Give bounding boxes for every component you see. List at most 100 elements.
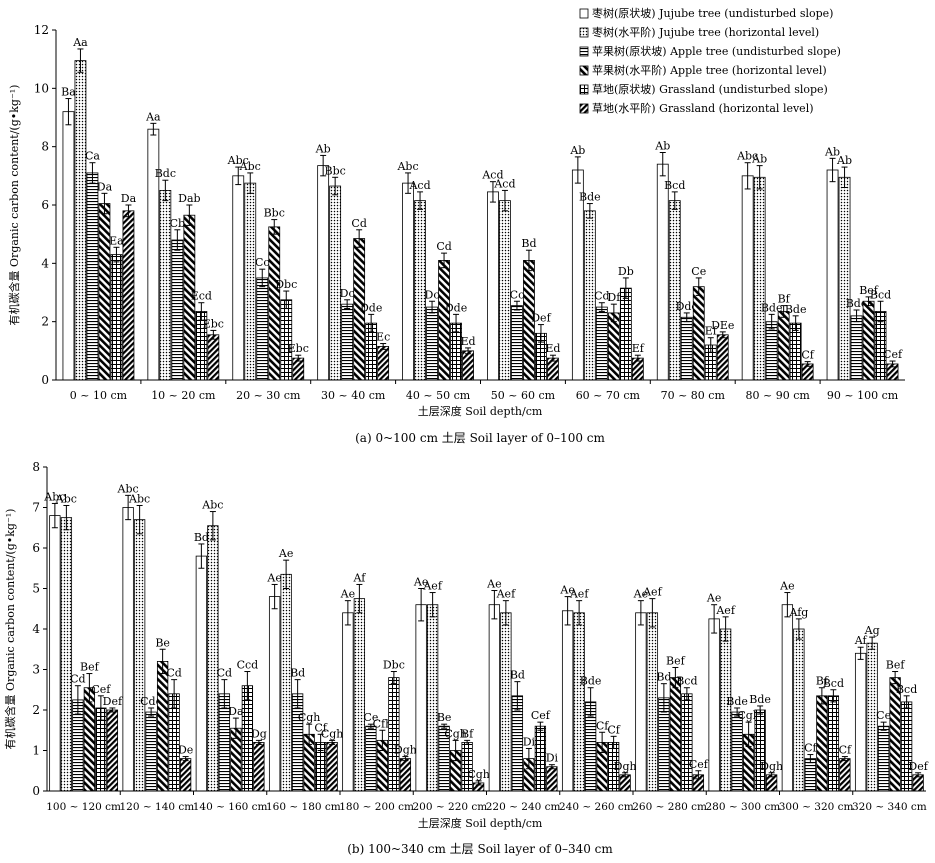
b-errorbar-s0-c4: [344, 600, 351, 626]
a-bar-s5-c3: [377, 346, 390, 381]
b-errorbar-s4-c3: [317, 733, 324, 751]
b-bar-s4-c9: [754, 709, 766, 792]
b-data-label: Cf: [596, 719, 609, 732]
a-data-label: DEe: [711, 319, 734, 332]
b-data-label: Def: [103, 695, 123, 708]
b-errorbar-s2-c4: [367, 723, 374, 729]
a-errorbar-s3-c9: [865, 296, 872, 307]
a-ytick-label: 2: [41, 315, 49, 329]
a-errorbar-s2-c8: [768, 313, 775, 330]
a-data-label: Da: [121, 192, 137, 205]
b-bar-s5-c2: [253, 742, 265, 792]
b-errorbar-s1-c4: [356, 583, 363, 614]
a-errorbar-s1-c4: [417, 191, 424, 210]
b-data-label: Afg: [788, 606, 808, 619]
b-errorbar-s2-c9: [734, 707, 741, 717]
a-errorbar-s1-c1: [162, 179, 169, 202]
b-data-label: Af: [854, 634, 868, 647]
b-errorbar-s1-c7: [576, 600, 583, 626]
a-data-label: Ea: [109, 234, 124, 247]
b-errorbar-s0-c3: [271, 583, 278, 610]
a-errorbar-s1-c0: [77, 48, 84, 73]
b-errorbar-s4-c9: [757, 705, 764, 715]
a-data-label: Bef: [859, 284, 879, 297]
b-data-label: Cgh: [444, 727, 467, 740]
b-errorbar-s4-c11: [903, 695, 910, 709]
b-bar-s4-c10: [827, 695, 840, 792]
a-errorbar-s1-c8: [756, 165, 763, 190]
a-data-label: Cc: [510, 288, 525, 301]
b-errorbar-s0-c10: [784, 592, 791, 618]
b-bar-s2-c1: [145, 711, 157, 792]
b-data-label: Cf: [607, 723, 620, 736]
a-xtick-label: 90 ~ 100 cm: [827, 389, 899, 402]
b-errorbar-s5-c2: [255, 739, 262, 745]
a-errorbar-s5-c3: [380, 343, 387, 350]
chart-panel-a: 0 2 4 6 8 10 12 0 ~ 10 cm Ba Aa Ca Da Ea Da 10 ~ 20 cm…: [7, 23, 905, 445]
x-axis-title-b: 土层深度 Soil depth/cm: [418, 816, 543, 830]
b-data-label: Cgh: [298, 711, 321, 724]
b-bar-s1-c10: [793, 628, 805, 792]
b-bar-s5-c1: [179, 758, 192, 792]
b-data-label: Cgh: [467, 768, 490, 781]
b-errorbar-s2-c3: [294, 679, 301, 709]
b-errorbar-s1-c3: [283, 559, 290, 589]
b-errorbar-s2-c6: [514, 681, 521, 711]
b-data-label: Bd: [290, 667, 305, 680]
a-errorbar-s3-c2: [271, 219, 278, 235]
b-data-label: Ag: [864, 624, 880, 637]
b-data-label: Bef: [80, 661, 100, 674]
b-data-label: Cgh: [737, 709, 760, 722]
b-errorbar-s3-c4: [379, 729, 386, 751]
b-data-label: Dg: [251, 727, 267, 740]
b-bar-s1-c3: [280, 573, 292, 792]
a-data-label: Ed: [545, 342, 560, 355]
a-errorbar-s0-c1: [150, 122, 157, 136]
b-errorbar-s1-c10: [795, 618, 802, 640]
a-bar-s0-c2: [232, 175, 245, 381]
b-data-label: Bd: [510, 669, 525, 682]
b-errorbar-s5-c8: [695, 770, 702, 780]
a-data-label: Ab: [569, 144, 585, 157]
legend-swatch-3: [579, 65, 589, 76]
a-errorbar-s3-c1: [186, 204, 193, 226]
a-ytick-label: 6: [41, 198, 49, 212]
a-data-label: Dc: [425, 288, 440, 301]
a-errorbar-s0-c2: [235, 166, 242, 186]
a-data-label: Abc: [736, 150, 758, 163]
x-axis-title-a: 土层深度 Soil depth/cm: [418, 404, 543, 418]
a-xtick-label: 50 ~ 60 cm: [491, 389, 556, 402]
b-errorbar-s0-c0: [51, 502, 58, 529]
b-bar-s0-c7: [561, 610, 574, 792]
a-data-label: Acd: [481, 169, 503, 182]
a-data-label: Ab: [824, 145, 840, 158]
legend-swatch-5: [579, 103, 589, 114]
b-xtick-label: 240 ~ 260 cm: [559, 801, 634, 813]
a-bar-s3-c4: [438, 260, 450, 381]
b-errorbar-s1-c8: [649, 598, 656, 628]
a-bar-s5-c4: [462, 350, 474, 381]
b-data-label: Ccd: [237, 659, 259, 672]
b-data-label: De: [178, 744, 193, 757]
a-data-label: Acd: [408, 179, 430, 192]
b-data-label: Cef: [689, 758, 709, 771]
b-data-label: Bde: [580, 675, 602, 688]
a-data-label: Def: [531, 312, 551, 325]
a-errorbar-s4-c3: [368, 313, 375, 333]
b-errorbar-s1-c1: [136, 504, 143, 535]
b-xtick-label: 320 ~ 340 cm: [852, 801, 927, 813]
b-bar-s2-c9: [731, 711, 743, 792]
a-data-label: Cb: [170, 217, 185, 230]
b-data-label: Cf: [804, 742, 817, 755]
a-data-label: Ebc: [203, 317, 224, 330]
a-data-label: Dc: [340, 287, 355, 300]
a-errorbar-s1-c5: [501, 189, 508, 212]
a-errorbar-s0-c3: [320, 154, 327, 177]
a-bar-s4-c6: [619, 287, 632, 381]
b-ytick-label: 8: [32, 460, 40, 474]
a-bar-s0-c0: [62, 111, 75, 381]
b-errorbar-s4-c5: [464, 739, 471, 745]
a-xtick-label: 70 ~ 80 cm: [661, 389, 726, 402]
